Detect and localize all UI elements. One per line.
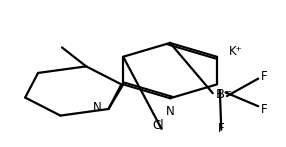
Text: F: F [261, 103, 268, 116]
Text: Cl: Cl [153, 119, 164, 132]
Text: −: − [224, 87, 231, 96]
Text: N: N [166, 105, 174, 118]
Text: N: N [93, 101, 101, 114]
Text: F: F [261, 70, 268, 83]
Text: B: B [215, 88, 225, 101]
Text: K⁺: K⁺ [229, 45, 242, 58]
Text: F: F [218, 122, 225, 135]
